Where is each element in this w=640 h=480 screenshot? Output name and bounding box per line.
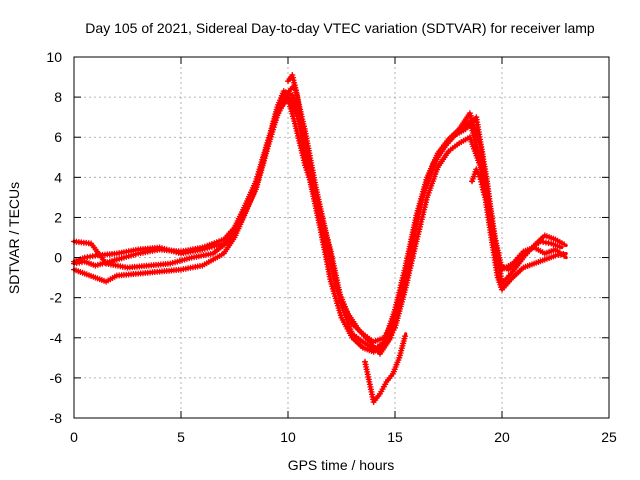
y-tick-label: 10 [46,49,62,65]
x-tick-label: 0 [70,429,78,445]
series-satellite-track-5 [285,72,317,187]
x-tick-label: 15 [387,429,403,445]
grid-layer [74,57,609,418]
y-tick-label: 4 [54,169,62,185]
series-plus-markers [71,92,568,353]
x-axis-title: GPS time / hours [288,457,395,473]
series-plus-markers [285,72,317,186]
y-tick-label: 0 [54,250,62,266]
y-tick-label: 2 [54,209,62,225]
chart-title: Day 105 of 2021, Sidereal Day-to-day VTE… [85,20,595,36]
series-satellite-track-6 [362,332,409,405]
series-satellite-track-7 [469,166,488,199]
x-tick-label: 5 [177,429,185,445]
plot-frame [73,56,610,419]
y-tick-label: -4 [50,330,63,346]
y-tick-label: 8 [54,89,62,105]
x-tick-label: 10 [280,429,296,445]
series-plus-markers [469,166,488,198]
y-tick-label: -8 [50,410,63,426]
x-tick-label: 25 [601,429,617,445]
y-tick-label: -6 [50,370,63,386]
y-tick-label: -2 [50,290,63,306]
x-tick-label: 20 [494,429,510,445]
tick-layer: 0 5 10 15 20 25 -8 -6 -4 -2 0 2 4 6 8 10 [46,49,617,445]
series-plus-markers [362,333,409,405]
y-axis-title: SDTVAR / TECUs [6,182,22,294]
series-layer [71,72,568,405]
y-tick-label: 6 [54,129,62,145]
series-satellite-track-4 [71,92,568,353]
